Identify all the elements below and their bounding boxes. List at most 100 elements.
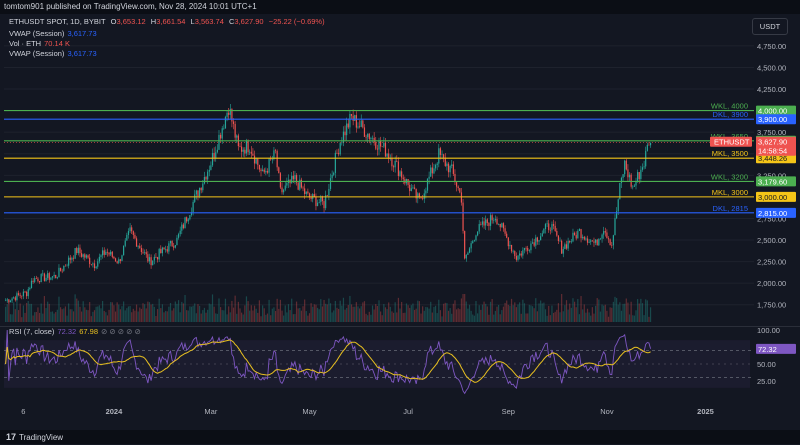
volume-bar xyxy=(127,306,130,322)
level-price-tag xyxy=(756,105,796,116)
candle-body xyxy=(506,233,508,238)
candle-body xyxy=(59,267,62,271)
volume-bar xyxy=(454,300,456,322)
candle-body xyxy=(97,261,99,267)
volume-bar xyxy=(101,300,104,322)
level-price-tag xyxy=(756,191,796,202)
volume-bar xyxy=(171,310,173,322)
candle-body xyxy=(632,186,634,188)
volume-bar xyxy=(239,308,241,322)
candle-body xyxy=(305,191,307,195)
candle-body xyxy=(413,187,416,189)
currency-button[interactable]: USDT xyxy=(752,18,788,35)
level-price-tag xyxy=(756,207,796,218)
volume-bar xyxy=(249,310,251,322)
volume-bar xyxy=(273,307,275,322)
candle-body xyxy=(582,236,584,239)
candle-body xyxy=(71,257,73,260)
candle-body xyxy=(336,152,338,154)
price-tick-label: 2,000.00 xyxy=(757,279,786,288)
price-tick-label: 4,750.00 xyxy=(757,42,786,51)
volume-bar xyxy=(638,303,640,322)
volume-bar xyxy=(409,307,411,322)
volume-bar xyxy=(434,305,437,322)
candle-body xyxy=(357,126,359,128)
chart-canvas[interactable]: 1,750.00 2,000.00 2,250.00 2,500.00 2,750.00… xyxy=(0,14,800,430)
symbol-name[interactable]: ETHUSDT SPOT, 1D, BYBIT xyxy=(9,17,106,26)
candle-body xyxy=(64,265,67,267)
volume-bar xyxy=(331,312,333,322)
volume-bar xyxy=(483,301,485,322)
volume-bar xyxy=(546,315,548,322)
volume-bar xyxy=(354,306,356,322)
volume-bar xyxy=(612,301,614,322)
volume-bar xyxy=(72,311,75,322)
candle-body xyxy=(168,243,170,252)
candle-body xyxy=(540,236,542,241)
volume-bar xyxy=(237,301,239,322)
vwap-legend-2[interactable]: VWAP (Session) 3,617.73 xyxy=(9,49,100,58)
candle-body xyxy=(619,183,621,200)
candle-body xyxy=(446,163,448,167)
chart-stage[interactable]: 1,750.00 2,000.00 2,250.00 2,500.00 2,750.00… xyxy=(0,14,800,430)
rsi-value-tag xyxy=(756,343,796,354)
candle-body xyxy=(462,202,464,231)
candle-body xyxy=(415,188,417,199)
volume-bar xyxy=(58,296,60,322)
candle-body xyxy=(375,142,377,149)
volume-bar xyxy=(493,314,495,322)
volume-legend[interactable]: Vol · ETH 70.14 K xyxy=(9,39,73,48)
rsi-settings-icons[interactable]: ⊘ ⊘ ⊘ ⊘ ⊘ xyxy=(101,327,141,336)
level-price-tag xyxy=(756,114,796,125)
candle-body xyxy=(520,253,522,256)
open-value: 3,653.12 xyxy=(116,17,146,26)
candle-body xyxy=(485,219,487,226)
volume-bar xyxy=(16,294,18,322)
candle-body xyxy=(110,251,112,255)
candle-body xyxy=(630,174,632,187)
volume-bar xyxy=(257,312,259,322)
volume-bar xyxy=(486,306,488,322)
volume-bar xyxy=(344,309,346,322)
volume-bar xyxy=(295,301,298,322)
level-label: MKL, 3500 xyxy=(712,149,748,158)
volume-bar xyxy=(184,295,186,322)
candle-body xyxy=(389,158,391,160)
volume-bar xyxy=(425,306,427,322)
candle-body xyxy=(16,293,18,301)
candle-body xyxy=(449,165,451,173)
rsi-legend[interactable]: RSI (7, close) 72.32 67.98 ⊘ ⊘ ⊘ ⊘ ⊘ xyxy=(9,327,144,336)
level-price-tag-text: 4,000.00 xyxy=(758,107,787,116)
volume-bar xyxy=(258,300,260,322)
volume-bar xyxy=(368,311,370,322)
candle-body xyxy=(45,277,47,281)
volume-bar xyxy=(551,305,553,322)
candle-body xyxy=(244,149,246,154)
candle-body xyxy=(399,171,401,177)
rsi-tick-label: 25.00 xyxy=(757,377,776,386)
volume-bar xyxy=(588,312,590,322)
level-price-tag-text: 3,448.26 xyxy=(758,154,787,163)
volume-bar xyxy=(129,306,131,322)
volume-bar xyxy=(350,304,353,322)
volume-bar xyxy=(392,312,395,322)
volume-bar xyxy=(51,311,54,322)
candle-body xyxy=(394,160,396,168)
volume-bar xyxy=(405,303,408,322)
candle-body xyxy=(396,160,398,162)
volume-bar xyxy=(323,299,325,322)
candle-body xyxy=(643,166,645,168)
volume-bar xyxy=(468,304,471,322)
candle-body xyxy=(549,229,551,231)
candle-body xyxy=(148,257,151,262)
volume-bar xyxy=(523,303,526,322)
volume-bar xyxy=(93,310,96,322)
volume-bar xyxy=(504,302,506,322)
volume-bar xyxy=(552,312,555,322)
volume-bar xyxy=(451,313,453,322)
volume-bar xyxy=(132,308,134,322)
vwap-legend-1[interactable]: VWAP (Session) 3,617.73 xyxy=(9,29,100,38)
candle-body xyxy=(186,217,188,222)
candle-body xyxy=(219,134,222,139)
volume-bar xyxy=(531,306,534,322)
